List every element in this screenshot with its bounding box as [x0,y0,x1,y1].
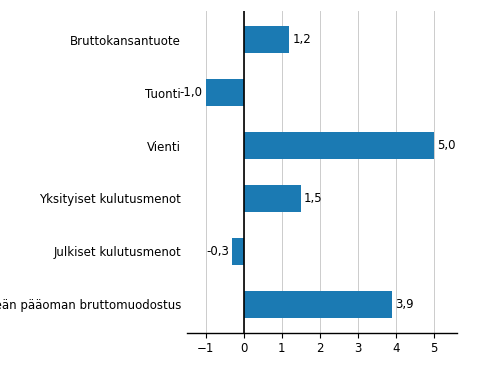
Text: 1,2: 1,2 [292,33,311,46]
Text: 3,9: 3,9 [395,298,413,311]
Bar [232,238,244,265]
Bar [244,291,392,318]
Text: 5,0: 5,0 [437,139,455,152]
Bar [244,185,300,212]
Bar [244,26,289,53]
Bar [206,79,244,106]
Text: -0,3: -0,3 [206,245,229,258]
Bar [244,132,434,159]
Text: 1,5: 1,5 [304,192,323,205]
Text: -1,0: -1,0 [180,86,203,99]
